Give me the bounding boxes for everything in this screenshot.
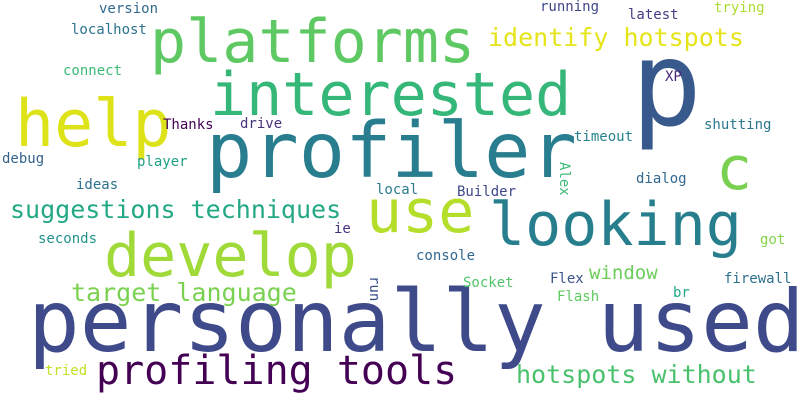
word-dialog: dialog bbox=[636, 171, 687, 187]
word-flex: Flex bbox=[550, 271, 584, 287]
word-thanks: Thanks bbox=[163, 117, 214, 133]
word-firewall: firewall bbox=[724, 271, 792, 287]
word-seconds: seconds bbox=[38, 231, 98, 247]
word-socket: Socket bbox=[463, 275, 514, 291]
word-latest: latest bbox=[628, 7, 679, 23]
word-suggestions-techniques: suggestions techniques bbox=[10, 195, 342, 224]
word-version: version bbox=[99, 1, 159, 17]
word-platforms: platforms bbox=[150, 7, 476, 77]
word-profiler: profiler bbox=[206, 107, 577, 196]
word-profiling-tools: profiling tools bbox=[96, 348, 458, 394]
word-br: br bbox=[673, 285, 690, 301]
word-alex: Alex bbox=[556, 162, 572, 196]
word-builder: Builder bbox=[457, 184, 517, 200]
word-localhost: localhost bbox=[71, 22, 147, 38]
word-target-language: target language bbox=[71, 278, 297, 307]
word-interested: interested bbox=[210, 60, 572, 130]
word-console: console bbox=[416, 248, 476, 264]
word-tried: tried bbox=[45, 363, 88, 379]
word-got: got bbox=[760, 232, 786, 248]
word-player: player bbox=[137, 154, 188, 170]
word-help: help bbox=[15, 87, 172, 162]
word-timeout: timeout bbox=[574, 129, 634, 145]
word-drive: drive bbox=[240, 116, 283, 132]
word-c: c bbox=[716, 134, 753, 204]
word-run: run bbox=[366, 276, 382, 302]
word-p: p bbox=[631, 15, 703, 153]
word-trying: trying bbox=[714, 0, 765, 16]
word-hotspots-without: hotspots without bbox=[516, 360, 757, 389]
word-running: running bbox=[540, 0, 600, 15]
word-connect: connect bbox=[63, 63, 123, 79]
word-flash: Flash bbox=[557, 289, 600, 305]
word-looking: looking bbox=[489, 190, 742, 260]
word-personally-used: personally used bbox=[28, 272, 800, 372]
word-debug: debug bbox=[2, 151, 45, 167]
word-develop: develop bbox=[104, 221, 357, 291]
word-ideas: ideas bbox=[76, 177, 119, 193]
word-ie: ie bbox=[334, 221, 351, 237]
word-use: use bbox=[366, 177, 475, 247]
word-xp: XP bbox=[665, 69, 682, 85]
word-identify-hotspots: identify hotspots bbox=[488, 23, 744, 52]
word-window: window bbox=[589, 262, 658, 284]
word-shutting: shutting bbox=[704, 117, 772, 133]
word-local: local bbox=[376, 182, 419, 198]
